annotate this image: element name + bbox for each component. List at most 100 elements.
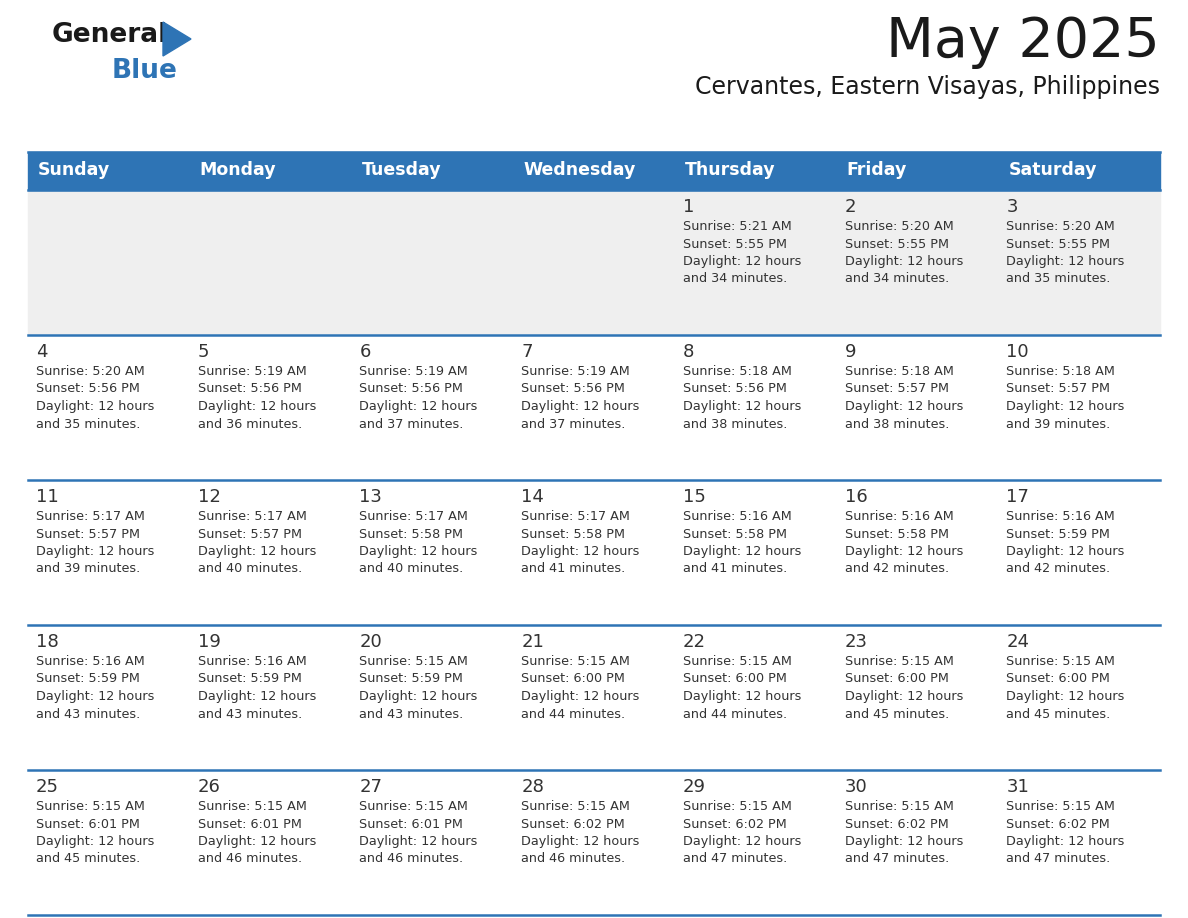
Text: and 44 minutes.: and 44 minutes.	[683, 708, 786, 721]
Text: Sunset: 5:57 PM: Sunset: 5:57 PM	[845, 383, 948, 396]
Text: Daylight: 12 hours: Daylight: 12 hours	[1006, 545, 1125, 558]
Text: Sunrise: 5:21 AM: Sunrise: 5:21 AM	[683, 220, 791, 233]
Text: Sunset: 5:55 PM: Sunset: 5:55 PM	[683, 238, 786, 251]
Text: Sunday: Sunday	[38, 161, 110, 179]
Text: Daylight: 12 hours: Daylight: 12 hours	[360, 400, 478, 413]
Text: and 45 minutes.: and 45 minutes.	[845, 708, 949, 721]
Text: and 34 minutes.: and 34 minutes.	[683, 273, 788, 285]
Text: and 40 minutes.: and 40 minutes.	[197, 563, 302, 576]
Text: Daylight: 12 hours: Daylight: 12 hours	[197, 690, 316, 703]
Text: Daylight: 12 hours: Daylight: 12 hours	[360, 835, 478, 848]
Text: 2: 2	[845, 198, 857, 216]
Text: Sunrise: 5:16 AM: Sunrise: 5:16 AM	[683, 510, 791, 523]
Text: Sunset: 5:57 PM: Sunset: 5:57 PM	[36, 528, 140, 541]
Text: Sunrise: 5:16 AM: Sunrise: 5:16 AM	[36, 655, 145, 668]
Text: Sunrise: 5:16 AM: Sunrise: 5:16 AM	[845, 510, 953, 523]
Text: Daylight: 12 hours: Daylight: 12 hours	[683, 255, 801, 268]
Text: 25: 25	[36, 778, 59, 796]
Text: Sunset: 5:57 PM: Sunset: 5:57 PM	[197, 528, 302, 541]
Text: 6: 6	[360, 343, 371, 361]
Text: 14: 14	[522, 488, 544, 506]
Text: and 43 minutes.: and 43 minutes.	[36, 708, 140, 721]
Text: Sunrise: 5:15 AM: Sunrise: 5:15 AM	[1006, 655, 1116, 668]
Text: Sunset: 6:02 PM: Sunset: 6:02 PM	[845, 818, 948, 831]
Text: 15: 15	[683, 488, 706, 506]
Text: 5: 5	[197, 343, 209, 361]
Text: 10: 10	[1006, 343, 1029, 361]
Text: and 43 minutes.: and 43 minutes.	[360, 708, 463, 721]
Text: Sunset: 6:00 PM: Sunset: 6:00 PM	[522, 673, 625, 686]
Text: Sunset: 6:01 PM: Sunset: 6:01 PM	[197, 818, 302, 831]
Text: Sunrise: 5:17 AM: Sunrise: 5:17 AM	[197, 510, 307, 523]
Text: Daylight: 12 hours: Daylight: 12 hours	[522, 545, 639, 558]
Text: Sunrise: 5:17 AM: Sunrise: 5:17 AM	[522, 510, 630, 523]
Text: 21: 21	[522, 633, 544, 651]
Text: Sunset: 5:59 PM: Sunset: 5:59 PM	[360, 673, 463, 686]
Text: Sunset: 5:56 PM: Sunset: 5:56 PM	[360, 383, 463, 396]
Text: 27: 27	[360, 778, 383, 796]
Text: and 41 minutes.: and 41 minutes.	[522, 563, 625, 576]
Text: Blue: Blue	[112, 58, 178, 84]
Text: Daylight: 12 hours: Daylight: 12 hours	[360, 690, 478, 703]
Text: Sunrise: 5:15 AM: Sunrise: 5:15 AM	[845, 800, 954, 813]
Text: and 42 minutes.: and 42 minutes.	[1006, 563, 1111, 576]
Text: Sunset: 5:59 PM: Sunset: 5:59 PM	[1006, 528, 1110, 541]
Text: Daylight: 12 hours: Daylight: 12 hours	[360, 545, 478, 558]
Text: Sunset: 5:55 PM: Sunset: 5:55 PM	[845, 238, 948, 251]
Text: 7: 7	[522, 343, 532, 361]
Text: Daylight: 12 hours: Daylight: 12 hours	[1006, 835, 1125, 848]
Text: and 34 minutes.: and 34 minutes.	[845, 273, 949, 285]
Text: Sunrise: 5:19 AM: Sunrise: 5:19 AM	[360, 365, 468, 378]
Text: and 47 minutes.: and 47 minutes.	[1006, 853, 1111, 866]
Text: Sunset: 5:56 PM: Sunset: 5:56 PM	[197, 383, 302, 396]
Text: Daylight: 12 hours: Daylight: 12 hours	[197, 400, 316, 413]
Text: Sunrise: 5:19 AM: Sunrise: 5:19 AM	[197, 365, 307, 378]
Text: Daylight: 12 hours: Daylight: 12 hours	[845, 690, 963, 703]
Text: 31: 31	[1006, 778, 1029, 796]
Text: Daylight: 12 hours: Daylight: 12 hours	[1006, 690, 1125, 703]
Text: and 45 minutes.: and 45 minutes.	[1006, 708, 1111, 721]
Text: Sunset: 6:02 PM: Sunset: 6:02 PM	[683, 818, 786, 831]
Text: and 46 minutes.: and 46 minutes.	[197, 853, 302, 866]
Text: and 35 minutes.: and 35 minutes.	[36, 418, 140, 431]
Text: Sunrise: 5:20 AM: Sunrise: 5:20 AM	[1006, 220, 1116, 233]
Text: Daylight: 12 hours: Daylight: 12 hours	[36, 690, 154, 703]
Text: Daylight: 12 hours: Daylight: 12 hours	[845, 255, 963, 268]
Text: Sunrise: 5:15 AM: Sunrise: 5:15 AM	[36, 800, 145, 813]
Text: Sunrise: 5:16 AM: Sunrise: 5:16 AM	[1006, 510, 1116, 523]
Text: Daylight: 12 hours: Daylight: 12 hours	[845, 545, 963, 558]
Text: 1: 1	[683, 198, 694, 216]
Text: Daylight: 12 hours: Daylight: 12 hours	[1006, 400, 1125, 413]
Text: Daylight: 12 hours: Daylight: 12 hours	[683, 545, 801, 558]
Text: Daylight: 12 hours: Daylight: 12 hours	[522, 835, 639, 848]
Bar	[29, 480, 1159, 625]
Text: Tuesday: Tuesday	[361, 161, 441, 179]
Text: and 39 minutes.: and 39 minutes.	[36, 563, 140, 576]
Text: and 44 minutes.: and 44 minutes.	[522, 708, 625, 721]
Text: Daylight: 12 hours: Daylight: 12 hours	[197, 835, 316, 848]
Text: 9: 9	[845, 343, 857, 361]
Text: and 41 minutes.: and 41 minutes.	[683, 563, 788, 576]
Text: Saturday: Saturday	[1009, 161, 1097, 179]
Bar	[29, 152, 1159, 190]
Text: 17: 17	[1006, 488, 1029, 506]
Text: Sunset: 6:00 PM: Sunset: 6:00 PM	[1006, 673, 1110, 686]
Text: Sunset: 6:02 PM: Sunset: 6:02 PM	[522, 818, 625, 831]
Text: Sunrise: 5:15 AM: Sunrise: 5:15 AM	[683, 800, 791, 813]
Text: 24: 24	[1006, 633, 1029, 651]
Text: May 2025: May 2025	[886, 15, 1159, 69]
Text: and 38 minutes.: and 38 minutes.	[845, 418, 949, 431]
Text: Sunrise: 5:15 AM: Sunrise: 5:15 AM	[197, 800, 307, 813]
Bar	[29, 335, 1159, 480]
Text: 19: 19	[197, 633, 221, 651]
Text: Sunrise: 5:19 AM: Sunrise: 5:19 AM	[522, 365, 630, 378]
Text: Daylight: 12 hours: Daylight: 12 hours	[197, 545, 316, 558]
Text: 18: 18	[36, 633, 58, 651]
Text: Daylight: 12 hours: Daylight: 12 hours	[36, 835, 154, 848]
Text: Daylight: 12 hours: Daylight: 12 hours	[36, 545, 154, 558]
Text: Daylight: 12 hours: Daylight: 12 hours	[522, 400, 639, 413]
Bar	[29, 770, 1159, 915]
Text: Sunrise: 5:15 AM: Sunrise: 5:15 AM	[360, 655, 468, 668]
Text: and 37 minutes.: and 37 minutes.	[522, 418, 626, 431]
Text: 22: 22	[683, 633, 706, 651]
